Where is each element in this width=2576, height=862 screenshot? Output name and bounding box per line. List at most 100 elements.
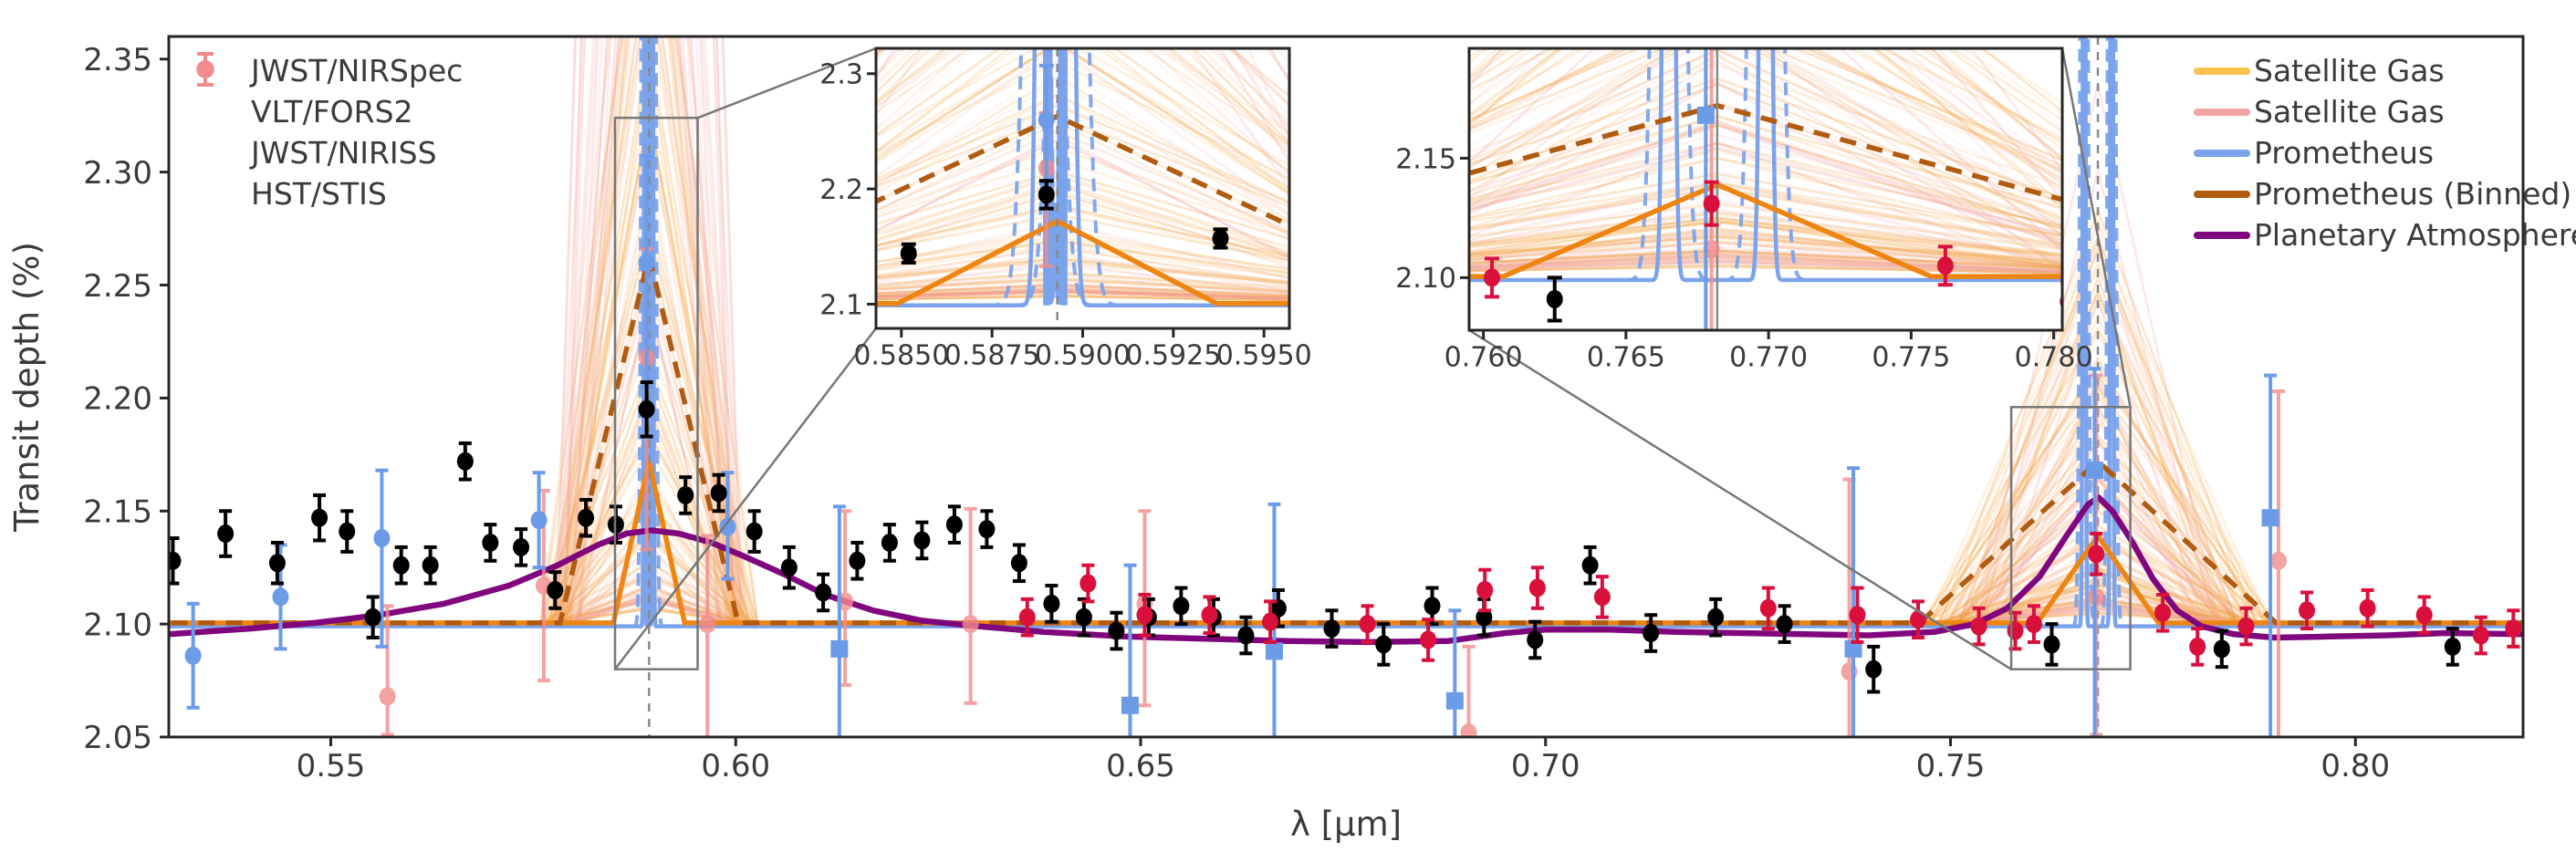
zoom-source-box bbox=[613, 116, 699, 670]
data-point bbox=[2359, 598, 2376, 618]
y-tick-label: 2.20 bbox=[83, 381, 152, 418]
data-point bbox=[476, 256, 493, 275]
x-tick-label: 0.55 bbox=[297, 748, 366, 784]
data-point bbox=[2043, 635, 2060, 654]
data-point bbox=[1643, 624, 1660, 643]
data-point bbox=[2269, 551, 2287, 570]
x-tick-label: 0.5925 bbox=[1125, 340, 1221, 372]
data-point bbox=[962, 615, 979, 634]
data-point bbox=[1460, 723, 1477, 737]
data-point bbox=[339, 254, 355, 272]
data-point bbox=[1079, 574, 1097, 593]
y-tick-label: 2.05 bbox=[83, 720, 152, 756]
line-marker-icon bbox=[2190, 231, 2254, 239]
data-point bbox=[1359, 615, 1376, 634]
data-point bbox=[2154, 603, 2172, 622]
data-point bbox=[1970, 617, 1987, 636]
legend-item-hst-stis: HST/STIS bbox=[187, 52, 463, 214]
data-point bbox=[2472, 626, 2489, 645]
legend-item-jwst-nirspec: JWST/NIRSpec bbox=[187, 50, 463, 91]
data-point bbox=[392, 556, 410, 575]
data-point bbox=[2505, 619, 2522, 639]
zoom-source-box bbox=[2009, 406, 2132, 670]
data-point bbox=[638, 253, 655, 272]
data-point bbox=[456, 452, 474, 471]
data-point bbox=[881, 533, 898, 552]
legend-item-satellite-gas: Satellite Gas bbox=[2190, 91, 2576, 132]
data-point bbox=[184, 646, 202, 665]
legend-item-planetary-atmosphere: Planetary Atmosphere bbox=[2190, 214, 2576, 255]
line-marker-icon bbox=[2190, 190, 2254, 198]
data-point bbox=[422, 556, 439, 575]
data-point bbox=[548, 252, 565, 270]
data-point bbox=[945, 515, 963, 535]
data-point bbox=[900, 244, 917, 263]
data-point bbox=[311, 508, 329, 527]
data-point bbox=[1038, 110, 1055, 130]
data-point bbox=[1776, 615, 1793, 634]
data-point bbox=[1201, 606, 1218, 625]
y-tick-label: 2.3 bbox=[819, 59, 863, 91]
data-point bbox=[1936, 256, 1954, 275]
data-point bbox=[2025, 615, 2042, 634]
data-point bbox=[339, 522, 356, 541]
data-point bbox=[815, 583, 832, 602]
data-point bbox=[2088, 545, 2105, 564]
x-tick-label: 0.80 bbox=[2320, 748, 2390, 784]
data-point bbox=[1265, 642, 1283, 660]
x-tick-label: 0.765 bbox=[1587, 342, 1665, 374]
data-point bbox=[1759, 598, 1777, 618]
data-point bbox=[1476, 580, 1494, 599]
data-point bbox=[1173, 597, 1190, 616]
data-point bbox=[1910, 610, 1927, 629]
data-point bbox=[547, 580, 564, 599]
zoom-connector bbox=[1468, 328, 2012, 670]
data-point bbox=[780, 558, 798, 577]
data-point bbox=[1581, 556, 1599, 575]
data-point bbox=[1010, 554, 1027, 573]
data-point bbox=[2086, 462, 2104, 480]
data-point bbox=[1290, 271, 1307, 289]
data-point bbox=[268, 554, 286, 573]
legend-label: Satellite Gas bbox=[2254, 94, 2445, 130]
data-point bbox=[1262, 612, 1279, 631]
series-jwst-nirspec bbox=[339, 179, 1377, 275]
data-point bbox=[1593, 587, 1611, 607]
data-point bbox=[1844, 639, 1862, 658]
data-point bbox=[1865, 659, 1882, 679]
x-tick-label: 0.65 bbox=[1106, 748, 1175, 784]
data-point bbox=[1528, 578, 1546, 597]
data-point bbox=[677, 485, 694, 504]
data-point bbox=[2237, 617, 2255, 636]
data-point bbox=[1420, 630, 1437, 649]
legend-label: Prometheus bbox=[2254, 135, 2435, 171]
y-tick-label: 2.1 bbox=[819, 289, 863, 321]
legend-label: Planetary Atmosphere bbox=[2254, 217, 2576, 253]
data-point bbox=[710, 483, 727, 503]
data-point bbox=[2444, 637, 2461, 656]
x-tick-label: 0.5950 bbox=[1216, 340, 1312, 372]
legend-item-prometheus-binned-: Prometheus (Binned) bbox=[2190, 173, 2576, 214]
data-point bbox=[1121, 696, 1139, 714]
data-point bbox=[849, 551, 866, 570]
data-point bbox=[834, 318, 850, 337]
series-vlt-fors2 bbox=[1038, 63, 1055, 185]
data-point bbox=[913, 531, 931, 550]
data-point bbox=[2415, 606, 2433, 625]
y-tick-label: 2.15 bbox=[1395, 143, 1456, 175]
data-point bbox=[1361, 228, 1377, 246]
legend-item-vlt-fors2: VLT/FORS2 bbox=[187, 52, 463, 132]
data-point bbox=[2189, 637, 2206, 656]
y-axis-label: Transit depth (%) bbox=[7, 242, 47, 533]
y-tick-label: 2.35 bbox=[83, 42, 152, 78]
x-tick-label: 0.5900 bbox=[1035, 340, 1131, 372]
x-tick-label: 0.75 bbox=[1916, 748, 1986, 784]
data-point bbox=[1075, 608, 1092, 627]
x-tick-label: 0.60 bbox=[701, 748, 770, 784]
data-point bbox=[363, 262, 380, 280]
legend-label: JWST/NIRSpec bbox=[251, 53, 464, 88]
legend-models: Satellite Gas Satellite Gas Prometheus Prom… bbox=[2190, 50, 2576, 255]
data-point bbox=[1707, 608, 1725, 627]
data-point bbox=[513, 537, 530, 556]
